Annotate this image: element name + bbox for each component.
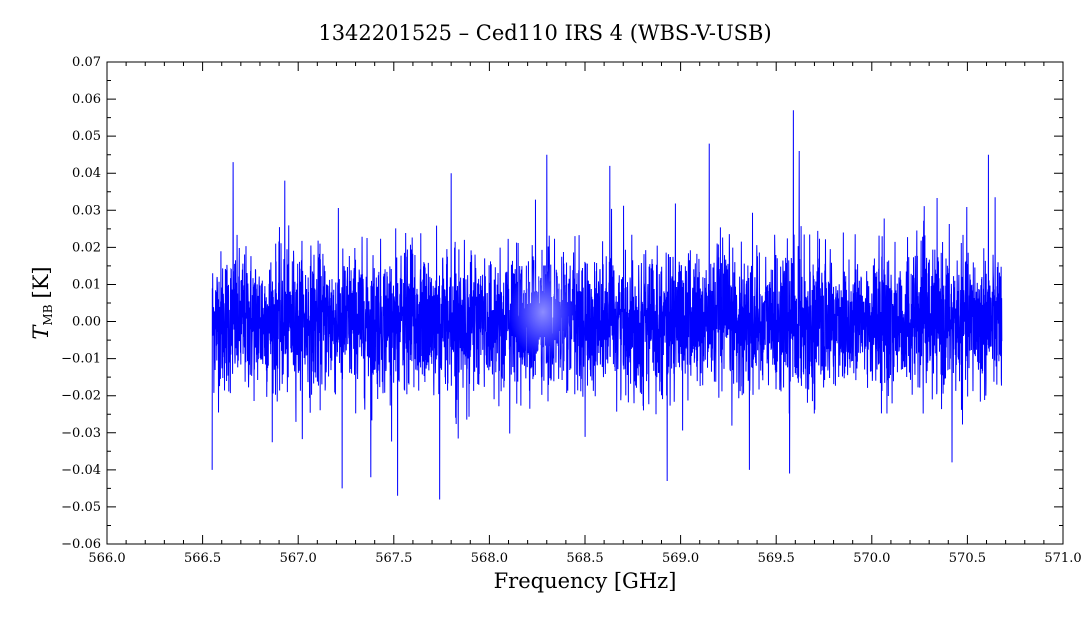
x-tick-label: 566.0 — [88, 551, 125, 566]
y-tick-labels: 0.07 0.06 0.05 0.04 0.03 0.02 0.01 0.00 −0.01 −0.… — [61, 55, 101, 552]
y-tick-label: −0.05 — [61, 500, 101, 515]
y-tick-label: 0.07 — [72, 55, 101, 70]
y-tick-label: 0.01 — [72, 277, 101, 292]
y-tick-label: −0.06 — [61, 537, 101, 552]
y-tick-label: 0.06 — [72, 92, 101, 107]
x-tick-label: 570.5 — [949, 551, 986, 566]
y-tick-label: −0.02 — [61, 389, 101, 404]
y-axis-unit: [K] — [29, 266, 53, 298]
x-tick-label: 569.0 — [662, 551, 699, 566]
x-tick-label: 570.0 — [853, 551, 890, 566]
y-tick-label: 0.04 — [72, 166, 101, 181]
plot-frame — [106, 61, 1064, 545]
y-tick-label: 0.00 — [72, 315, 101, 330]
x-tick-labels: 566.0 566.5 567.0 567.5 568.0 568.5 569.0 569.5… — [88, 551, 1081, 566]
y-axis-subscript: MB — [41, 304, 55, 325]
y-tick-label: 0.02 — [72, 240, 101, 255]
y-tick-label: −0.03 — [61, 426, 101, 441]
x-tick-label: 569.5 — [758, 551, 795, 566]
x-tick-label: 568.5 — [566, 551, 603, 566]
x-tick-label: 566.5 — [184, 551, 221, 566]
spectrum-series — [211, 110, 1003, 500]
y-tick-label: −0.04 — [61, 463, 101, 478]
x-tick-label: 571.0 — [1044, 551, 1081, 566]
spectrum-line — [211, 110, 1003, 500]
y-axis-label: TMB [K] — [29, 266, 55, 339]
y-tick-label: −0.01 — [61, 352, 101, 367]
chart-title: 1342201525 – Ced110 IRS 4 (WBS-V-USB) — [318, 21, 771, 45]
y-tick-label: 0.05 — [72, 129, 101, 144]
x-axis-label: Frequency [GHz] — [494, 569, 677, 593]
x-tick-label: 567.5 — [375, 551, 412, 566]
y-axis-symbol: T — [29, 324, 53, 340]
y-tick-label: 0.03 — [72, 203, 101, 218]
watermark-logo — [509, 266, 577, 358]
x-tick-label: 568.0 — [471, 551, 508, 566]
x-tick-label: 567.0 — [280, 551, 317, 566]
